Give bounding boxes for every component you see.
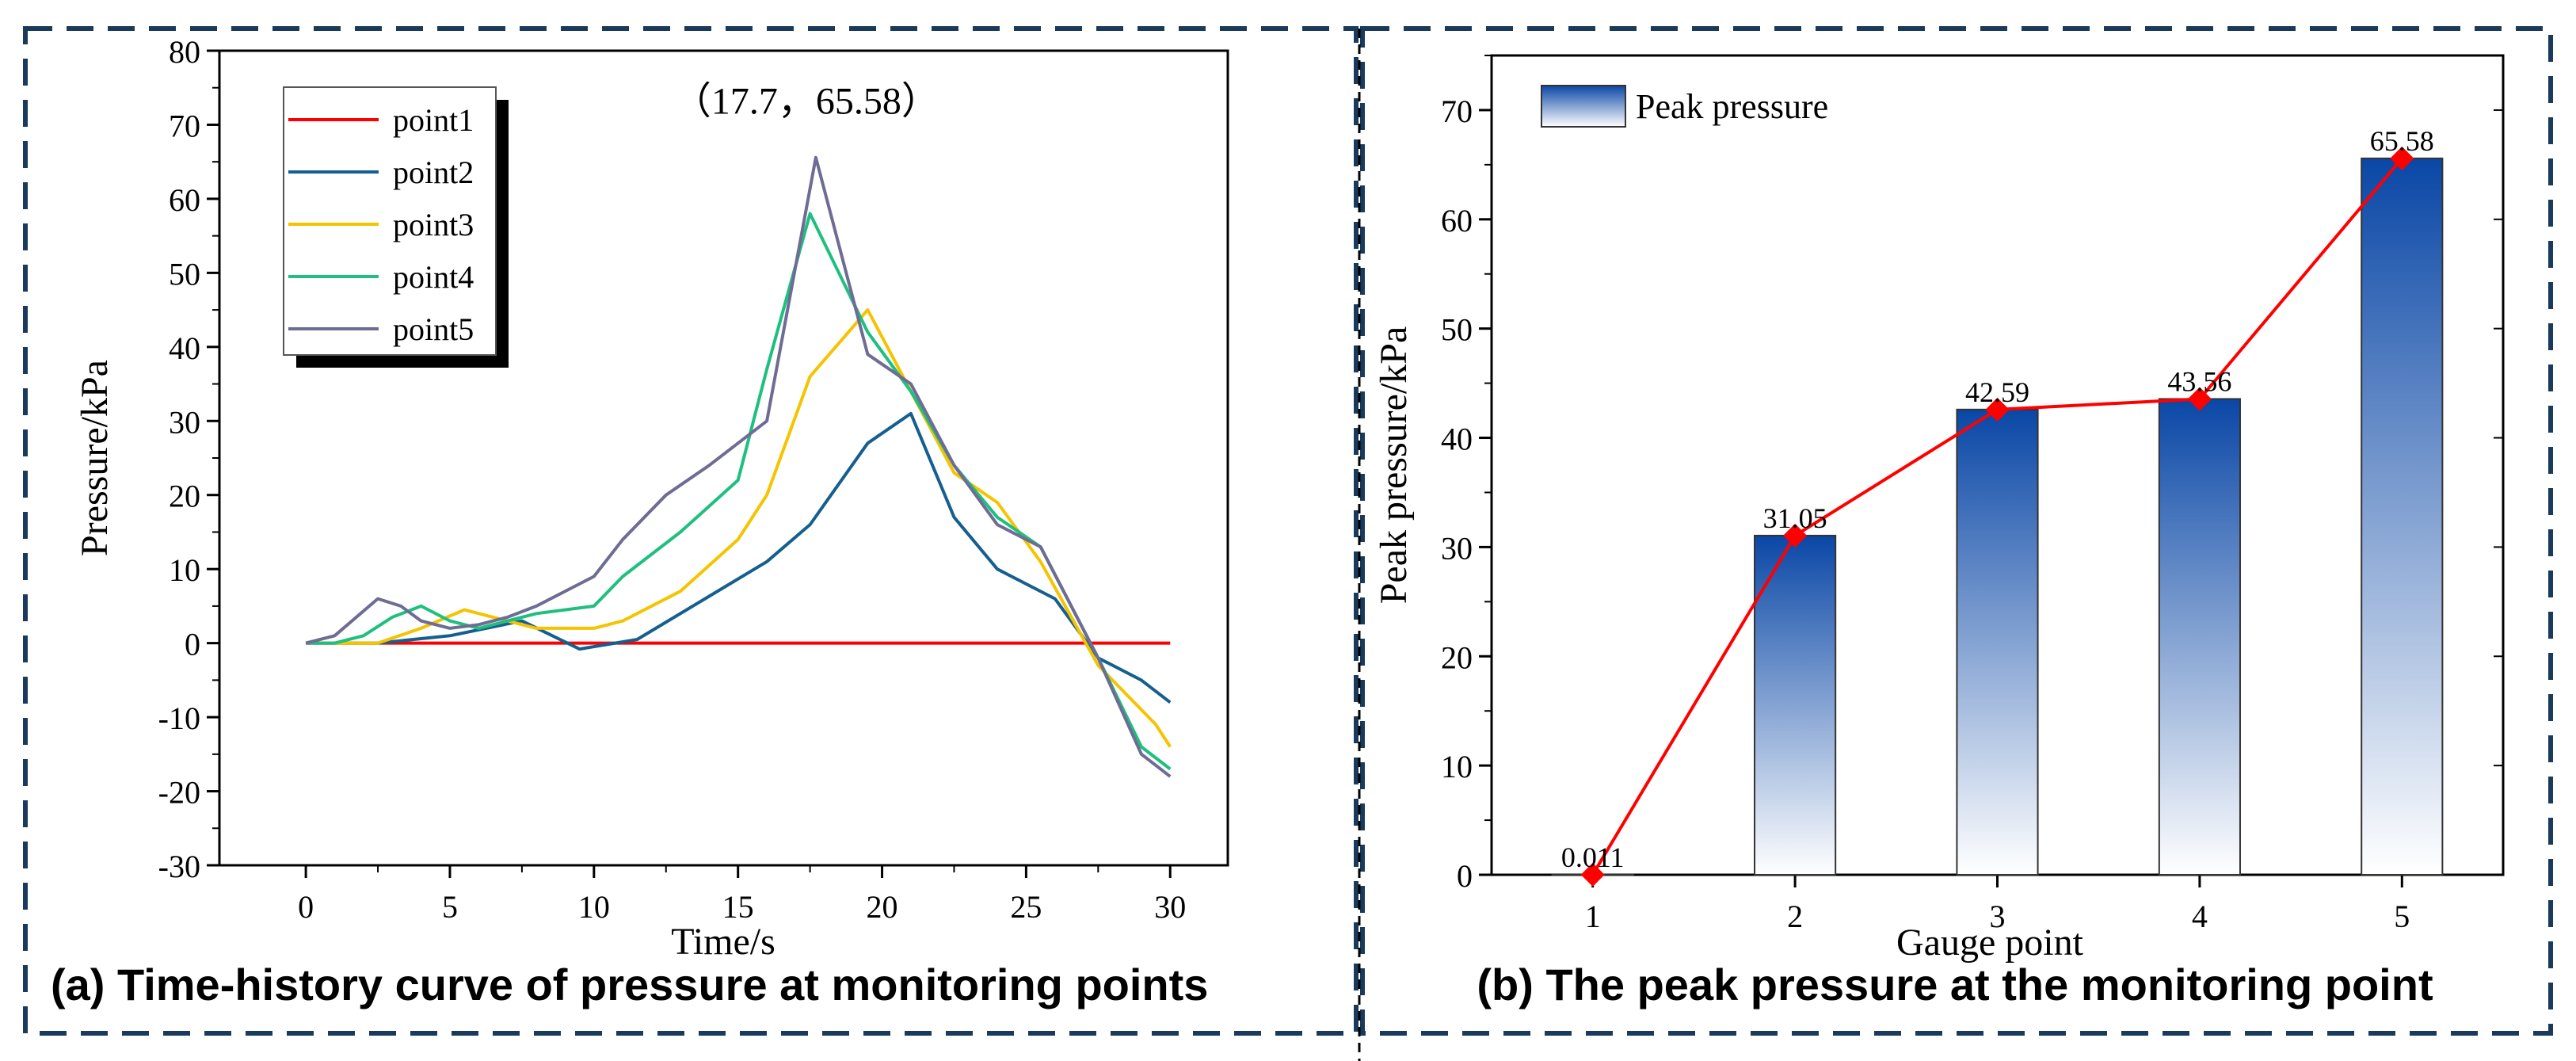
y-tick-label-b: 10	[1441, 749, 1473, 784]
bar-point-5	[2361, 157, 2444, 876]
data-label-3: 42.59	[1965, 376, 2029, 408]
y-axis-label-a: Pressure/kPa	[74, 360, 116, 556]
legend-label-peak: Peak pressure	[1636, 87, 1828, 126]
series-line-point4	[306, 212, 1172, 771]
x-axis-label-a: Time/s	[671, 921, 775, 963]
peak-marker-2	[1783, 523, 1808, 548]
legend-label-point1: point1	[393, 102, 474, 138]
x-tick-label-a: 25	[1010, 889, 1042, 925]
legend-label-point2: point2	[393, 155, 474, 190]
peak-marker-3	[1985, 397, 2010, 422]
y-tick-label-b: 50	[1441, 312, 1473, 348]
x-tick-label-a: 10	[578, 889, 610, 925]
x-tick-label-b: 1	[1585, 899, 1601, 934]
y-tick-label-a: 40	[169, 330, 200, 366]
bar-point-4	[2158, 398, 2241, 876]
y-tick-label-a: -30	[158, 849, 200, 884]
peak-marker-5	[2390, 146, 2414, 170]
x-tick-label-b: 3	[1990, 899, 2006, 934]
y-tick-label-a: -10	[158, 700, 200, 736]
x-tick-label-a: 30	[1154, 889, 1186, 925]
peak-marker-4	[2187, 387, 2212, 411]
data-label-2: 31.05	[1763, 502, 1827, 534]
panel-b-frame	[1360, 26, 2553, 1036]
legend-a: point1 point2 point3 point4 point5	[283, 86, 509, 368]
x-tick-label-a: 20	[867, 889, 898, 925]
x-axis-label-b: Gauge point	[1896, 922, 2084, 964]
bar-point-2	[1754, 534, 1837, 876]
y-tick-label-a: 10	[169, 552, 200, 588]
y-tick-label-b: 30	[1441, 530, 1473, 566]
x-tick-label-b: 5	[2394, 899, 2410, 934]
data-label-5: 65.58	[2370, 125, 2434, 157]
y-tick-label-a: 50	[169, 256, 200, 292]
legend-b: Peak pressure	[1541, 85, 1828, 128]
x-tick-label-a: 5	[442, 889, 458, 925]
x-tick-label-a: 15	[722, 889, 754, 925]
x-tick-label-b: 4	[2192, 899, 2208, 934]
peak-annotation: （17.7，65.58）	[673, 80, 939, 122]
panel-a-frame	[23, 26, 1358, 1036]
y-tick-label-b: 70	[1441, 94, 1473, 129]
legend-box	[283, 86, 497, 356]
legend-swatch-peak	[1541, 85, 1626, 128]
y-tick-label-b: 0	[1457, 858, 1473, 894]
y-tick-label-a: 0	[185, 627, 200, 662]
panel-a-caption: (a) Time-history curve of pressure at mo…	[51, 960, 1208, 1009]
y-tick-label-a: 60	[169, 182, 200, 218]
y-tick-label-b: 60	[1441, 203, 1473, 239]
x-tick-label-b: 2	[1787, 899, 1803, 934]
series-line-point5	[305, 155, 1172, 778]
series-line-point3	[306, 308, 1172, 748]
legend-label-point5: point5	[393, 311, 474, 347]
panel-b-bar-chart: 0 10 20 30 40 50 60 70 1 2 3 4 5 0.011 31.05 42.59 43.…	[1373, 54, 2505, 1009]
y-tick-label-a: 70	[169, 108, 200, 143]
y-tick-label-a: 80	[169, 34, 200, 70]
bar-point-3	[1956, 408, 2039, 876]
y-tick-label-a: 30	[169, 404, 200, 440]
y-tick-label-b: 40	[1441, 422, 1473, 457]
peak-marker-1	[1580, 862, 1605, 887]
legend-label-point3: point3	[393, 207, 474, 242]
y-tick-label-b: 20	[1441, 639, 1473, 675]
data-label-1: 0.011	[1561, 842, 1625, 873]
y-tick-label-a: 20	[169, 479, 200, 514]
data-label-4: 43.56	[2167, 365, 2231, 397]
panel-b-caption: (b) The peak pressure at the monitoring …	[1477, 960, 2433, 1009]
y-tick-label-a: -20	[158, 775, 200, 811]
legend-label-point4: point4	[393, 259, 474, 295]
x-tick-label-a: 0	[298, 889, 314, 925]
y-axis-label-b: Peak pressure/kPa	[1373, 326, 1415, 605]
